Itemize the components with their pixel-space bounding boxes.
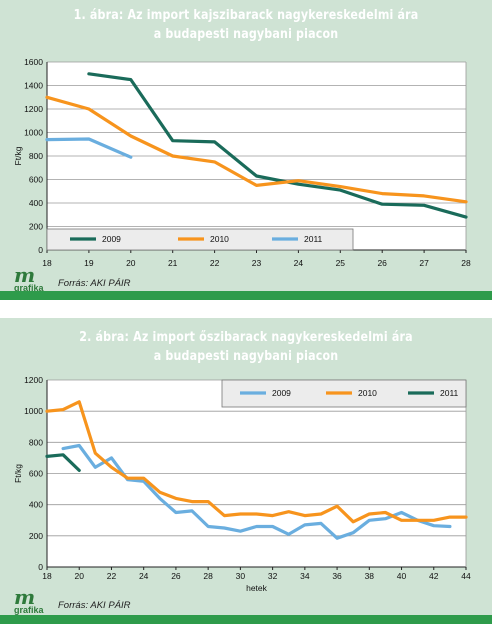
series-line-2011: [45, 453, 81, 472]
y-tick-label: 1000: [24, 128, 43, 138]
chart-1: 0 200 400 600 800 1000 1200 1400 1600 18 19 20 21 22 2…: [13, 57, 471, 268]
y-tick-label: 600: [29, 469, 43, 479]
x-tick-label: 44: [461, 571, 471, 581]
x-tick-label: 26: [171, 571, 181, 581]
y-tick-label: 1600: [24, 57, 43, 67]
x-tick-label: 32: [268, 571, 278, 581]
x-tick-label: 28: [461, 258, 471, 268]
x-tick-label: 42: [429, 571, 439, 581]
series-line-2010: [45, 95, 468, 204]
x-tick-label: 22: [107, 571, 117, 581]
legend-label-2011: 2011: [440, 388, 459, 398]
y-tick-label: 400: [29, 198, 43, 208]
x-axis-label: hetek: [246, 583, 268, 593]
series-line-2009: [87, 72, 468, 219]
y-tick-label: 1000: [24, 406, 43, 416]
x-tick-label: 20: [126, 258, 136, 268]
x-tick-label: 28: [203, 571, 213, 581]
x-tick-label: 24: [294, 258, 304, 268]
y-tick-label: 0: [38, 245, 43, 255]
x-tick-label: 23: [252, 258, 262, 268]
x-tick-label: 18: [42, 258, 52, 268]
logo-text: grafika: [14, 283, 44, 293]
series-line-2010: [45, 400, 468, 524]
legend-label-2010: 2010: [210, 234, 229, 244]
y-tick-label: 400: [29, 500, 43, 510]
x-tick-label: 27: [419, 258, 429, 268]
y-tick-label: 800: [29, 437, 43, 447]
y-tick-label: 600: [29, 175, 43, 185]
x-tick-label: 30: [236, 571, 246, 581]
x-tick-label: 38: [365, 571, 375, 581]
chart-panel-2: 2. ábra: Az import őszibarack nagykeresk…: [0, 318, 492, 624]
y-tick-label: 1200: [24, 104, 43, 114]
y-axis-label: Ft/kg: [13, 146, 23, 165]
logo-mark: m: [14, 585, 36, 609]
chart-2-title-line1: 2. ábra: Az import őszibarack nagykeresk…: [79, 329, 413, 345]
legend-label-2010: 2010: [358, 388, 377, 398]
x-tick-label: 34: [300, 571, 310, 581]
legend-label-2009: 2009: [102, 234, 121, 244]
y-tick-label: 1200: [24, 375, 43, 385]
x-tick-label: 25: [336, 258, 346, 268]
logo: m grafika: [14, 263, 44, 293]
legend-label-2011: 2011: [304, 234, 323, 244]
x-tick-label: 18: [42, 571, 52, 581]
legend-label-2009: 2009: [272, 388, 291, 398]
y-tick-label: 0: [38, 562, 43, 572]
source-note: Forrás: AKI PÁIR: [58, 278, 131, 289]
chart-1-title-line2: a budapesti nagybani piacon: [153, 26, 339, 42]
chart-2-title-line2: a budapesti nagybani piacon: [153, 348, 339, 364]
series-line-2011: [45, 137, 133, 159]
x-tick-label: 24: [139, 571, 149, 581]
x-tick-label: 36: [332, 571, 342, 581]
x-tick-label: 26: [377, 258, 387, 268]
logo: m grafika: [14, 585, 44, 615]
logo-mark: m: [14, 263, 36, 287]
y-tick-label: 200: [29, 222, 43, 232]
x-tick-label: 21: [168, 258, 178, 268]
source-note: Forrás: AKI PÁIR: [58, 600, 131, 611]
chart-panel-1: 1. ábra: Az import kajszibarack nagykere…: [0, 0, 492, 300]
footer-bar: [0, 615, 492, 624]
footer-bar: [0, 291, 492, 300]
chart-2-title: 2. ábra: Az import őszibarack nagykeresk…: [44, 328, 447, 366]
y-tick-label: 200: [29, 531, 43, 541]
chart-1-title: 1. ábra: Az import kajszibarack nagykere…: [44, 6, 447, 44]
y-axis-label: Ft/kg: [13, 464, 23, 483]
x-tick-label: 19: [84, 258, 94, 268]
x-tick-label: 20: [74, 571, 84, 581]
chart-2: 0 200 400 600 800 1000 1200 18 20 22 24 26 28 30 32 34 3…: [13, 375, 471, 593]
y-tick-label: 800: [29, 151, 43, 161]
y-tick-label: 1400: [24, 81, 43, 91]
logo-text: grafika: [14, 605, 44, 615]
chart-1-title-line1: 1. ábra: Az import kajszibarack nagykere…: [73, 7, 419, 23]
x-tick-label: 22: [210, 258, 220, 268]
x-tick-label: 40: [397, 571, 407, 581]
